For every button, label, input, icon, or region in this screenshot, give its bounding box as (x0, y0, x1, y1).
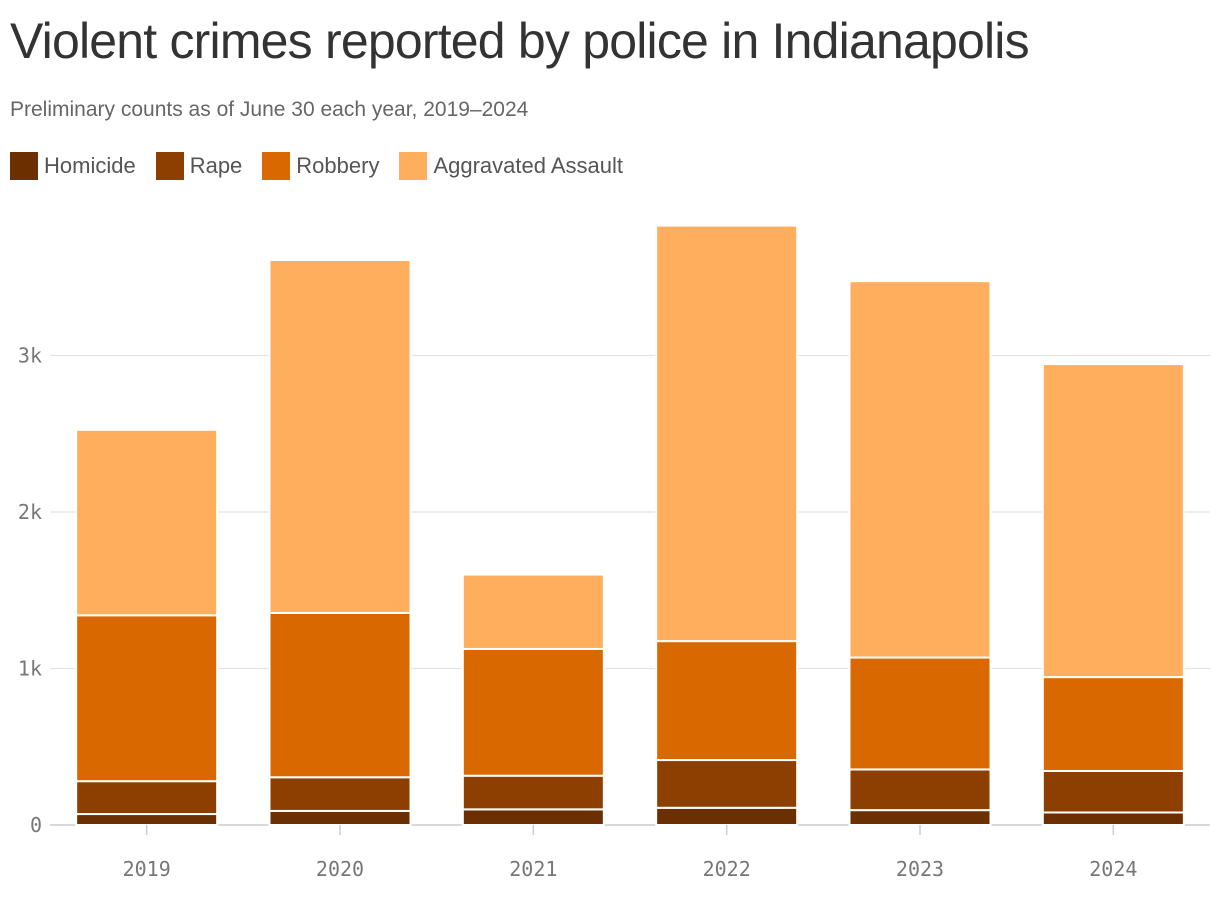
bar-segment-aggravated-assault (1041, 363, 1185, 679)
x-tick-label: 2022 (703, 857, 751, 881)
bar-segment-aggravated-assault (75, 428, 219, 617)
bar-segment-robbery (655, 640, 799, 762)
chart-subtitle: Preliminary counts as of June 30 each ye… (10, 98, 529, 121)
legend-item-aggravated-assault: Aggravated Assault (399, 152, 623, 180)
x-tick-label: 2024 (1089, 857, 1137, 881)
bar-segment-rape (848, 768, 992, 812)
legend-label-homicide: Homicide (44, 153, 136, 178)
bar-segment-homicide (75, 813, 219, 826)
bar-segment-aggravated-assault (461, 573, 605, 650)
bar-segment-homicide (461, 808, 605, 826)
chart-title: Violent crimes reported by police in Ind… (10, 13, 1030, 69)
bar-segment-rape (655, 759, 799, 809)
bar-segment-robbery (75, 614, 219, 783)
x-tick-label: 2020 (316, 857, 364, 881)
bar-segment-robbery (461, 647, 605, 777)
bar-segment-robbery (1041, 676, 1185, 773)
bar-segment-robbery (268, 611, 412, 779)
legend-swatch-rape (155, 152, 184, 180)
bar-segment-homicide (848, 809, 992, 827)
y-tick-label: 1k (18, 657, 42, 681)
legend-swatch-aggravated-assault (399, 152, 428, 180)
y-tick-label: 2k (18, 500, 42, 524)
legend-item-robbery: Robbery (262, 152, 379, 180)
x-tick-label: 2021 (509, 857, 557, 881)
bar-segment-aggravated-assault (655, 224, 799, 643)
legend-item-rape: Rape (155, 152, 243, 180)
legend: Homicide Rape Robbery Aggravated Assault (10, 152, 643, 180)
bar-segment-aggravated-assault (268, 259, 412, 614)
legend-swatch-homicide (10, 152, 38, 180)
x-tick-label: 2023 (896, 857, 944, 881)
bar-segment-homicide (268, 809, 412, 826)
bar-segment-robbery (848, 656, 992, 771)
bar-segment-rape (268, 776, 412, 812)
y-tick-label: 0 (30, 813, 42, 837)
legend-label-rape: Rape (189, 153, 243, 178)
x-tick-label: 2019 (123, 857, 171, 881)
bar-segment-homicide (1041, 811, 1185, 826)
bar-segment-aggravated-assault (848, 280, 992, 659)
y-tick-label: 3k (18, 344, 42, 368)
bar-segment-rape (461, 774, 605, 811)
bar-segment-rape (75, 780, 219, 816)
bar-segment-rape (1041, 770, 1185, 814)
legend-label-aggravated-assault: Aggravated Assault (433, 153, 624, 178)
legend-label-robbery: Robbery (296, 153, 380, 178)
legend-swatch-robbery (262, 152, 291, 180)
bar-segment-homicide (655, 806, 799, 826)
legend-item-homicide: Homicide (10, 152, 136, 180)
